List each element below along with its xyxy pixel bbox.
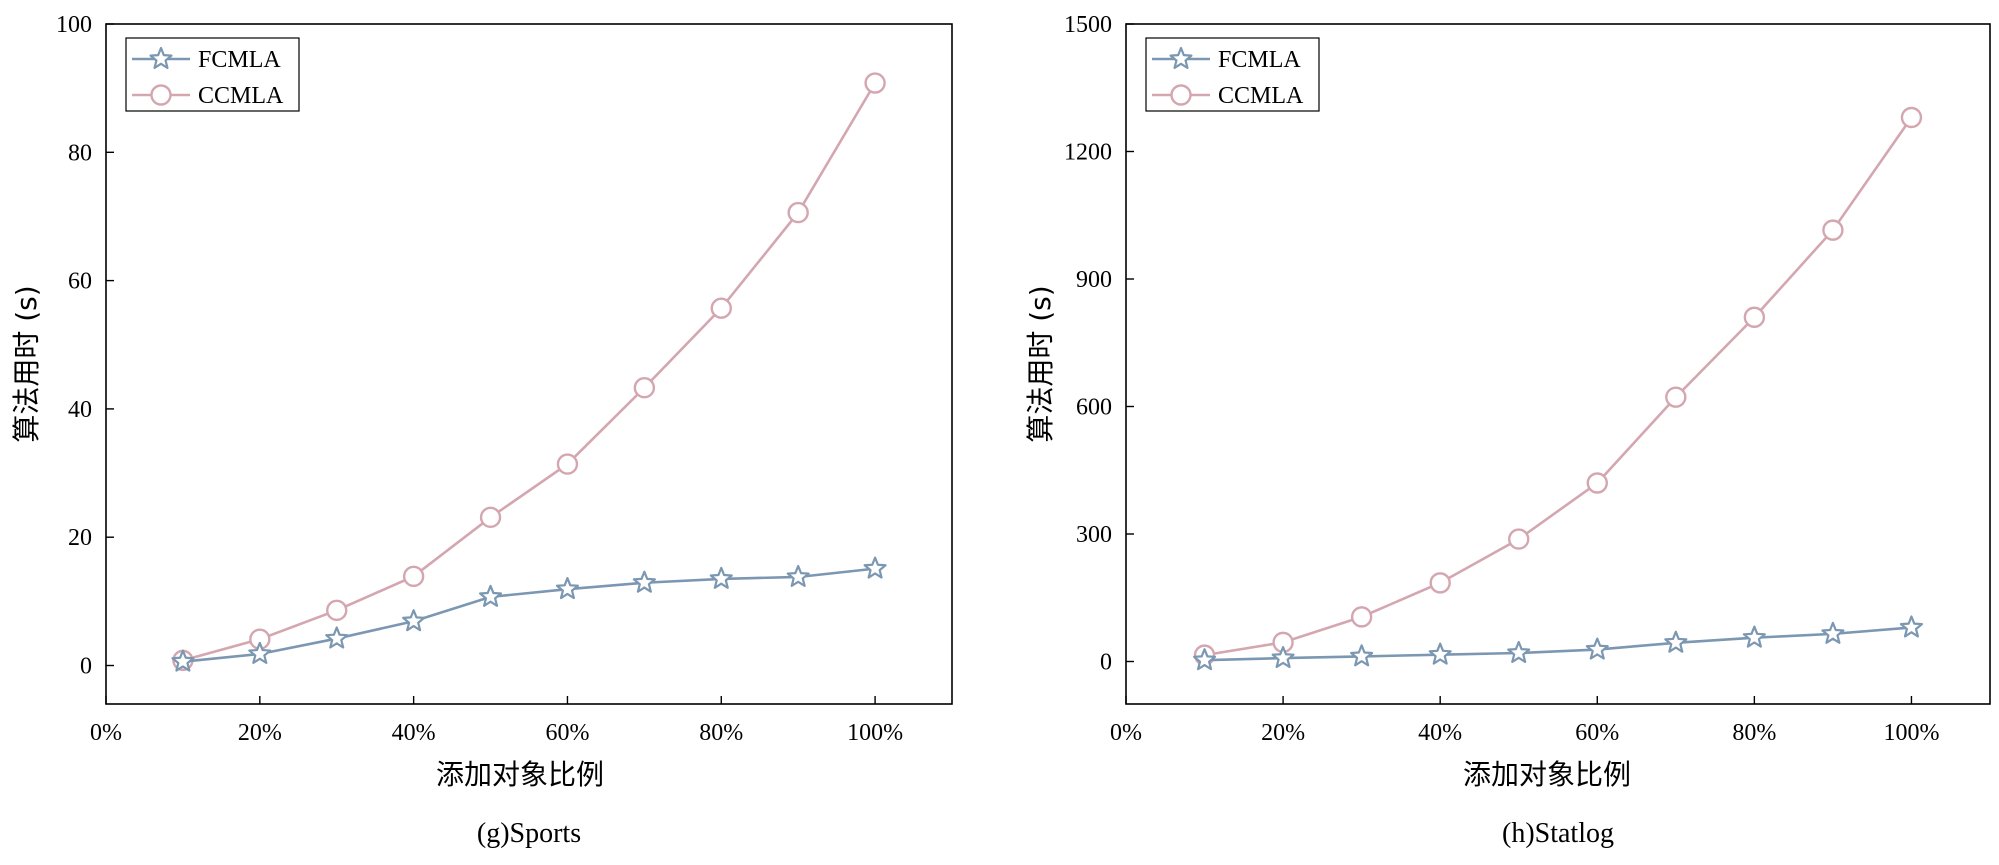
series-ccmla [172, 72, 886, 672]
data-point [1822, 219, 1844, 241]
y-tick-label: 600 [1076, 395, 1112, 421]
data-point [402, 565, 425, 588]
x-tick-label: 60% [545, 720, 589, 746]
x-tick-label: 40% [392, 720, 436, 746]
data-point [863, 556, 887, 579]
y-tick-label: 20 [68, 525, 92, 551]
data-point [1586, 472, 1608, 494]
legend-marker-star [149, 46, 173, 69]
x-axis-title: 添加对象比例 [1463, 758, 1631, 791]
series-line-fcmla [182, 567, 876, 663]
data-point [710, 297, 732, 319]
series-line-fcmla [1204, 626, 1912, 662]
x-tick-label: 80% [1732, 720, 1776, 746]
data-point [326, 599, 348, 622]
data-point [555, 577, 580, 600]
series-fcmla [1192, 615, 1924, 671]
legend: FCMLA CCMLA [125, 37, 300, 112]
y-tick-label: 300 [1076, 522, 1112, 548]
series-line-ccmla [1204, 116, 1913, 657]
data-point [1192, 648, 1217, 671]
legend-marker-circle [150, 84, 172, 106]
y-axis-title: 算法用时 (s) [1024, 285, 1057, 442]
data-point [479, 506, 502, 529]
plot-frame [1125, 23, 1991, 705]
legend-marker-circle [1170, 84, 1192, 106]
y-axis-title: 算法用时 (s) [10, 285, 43, 442]
legend: FCMLA CCMLA [1145, 37, 1320, 112]
data-point [325, 626, 349, 649]
data-point [864, 72, 886, 94]
data-point [402, 609, 426, 632]
series-ccmla [1193, 106, 1923, 666]
data-point [786, 564, 810, 587]
data-point [1429, 572, 1451, 594]
legend-label: CCMLA [1218, 83, 1304, 109]
data-point [1899, 615, 1924, 638]
data-point [478, 584, 503, 607]
x-tick-label: 100% [1883, 720, 1939, 746]
y-tick-label: 100 [56, 12, 92, 38]
legend-label: FCMLA [1218, 47, 1301, 73]
data-point [709, 566, 733, 589]
x-axis-title: 添加对象比例 [436, 758, 604, 791]
data-point [1271, 646, 1295, 669]
data-point [1821, 621, 1845, 644]
data-point [1900, 106, 1923, 129]
chart-caption: (g)Sports [477, 818, 581, 849]
data-point [1428, 642, 1452, 665]
legend-label: FCMLA [198, 47, 281, 73]
y-tick-label: 60 [68, 269, 92, 295]
x-tick-label: 0% [90, 720, 122, 746]
data-point [1665, 386, 1687, 408]
data-point [1350, 644, 1374, 667]
x-tick-label: 20% [238, 720, 282, 746]
chart-panel-1: 0% 20% 40% 60% 80% 100% 0 20 40 60 80 100 添加对象比例 算法用时… [10, 12, 953, 849]
x-tick-label: 20% [1261, 720, 1305, 746]
data-point [1508, 528, 1530, 550]
data-point [171, 649, 195, 672]
x-tick-label: 40% [1418, 720, 1462, 746]
data-point [1350, 606, 1373, 628]
data-point [787, 201, 809, 224]
data-point [248, 641, 272, 664]
series-line-ccmla [182, 82, 877, 662]
data-point [1507, 640, 1531, 663]
x-tick-label: 80% [699, 720, 743, 746]
data-point [632, 570, 656, 593]
x-tick-label: 100% [847, 720, 903, 746]
chart-caption: (h)Statlog [1502, 818, 1614, 849]
chart-panel-2: 0% 20% 40% 60% 80% 100% 0 300 600 900 1200 1500 添加对象… [1024, 12, 1991, 849]
data-point [1585, 637, 1609, 660]
data-point [556, 453, 579, 475]
data-point [1743, 306, 1766, 328]
plot-frame [105, 23, 953, 705]
y-tick-label: 0 [80, 654, 92, 680]
data-point [633, 377, 656, 399]
data-point [1664, 630, 1688, 653]
y-tick-label: 80 [68, 140, 92, 166]
legend-marker-star [1169, 46, 1193, 69]
y-tick-label: 0 [1100, 650, 1112, 676]
y-tick-label: 1500 [1064, 12, 1112, 38]
legend-label: CCMLA [198, 83, 284, 109]
data-point [1742, 625, 1766, 648]
x-tick-label: 0% [1110, 720, 1142, 746]
y-tick-label: 900 [1076, 267, 1112, 293]
y-tick-label: 1200 [1064, 140, 1112, 166]
x-tick-label: 60% [1575, 720, 1619, 746]
series-fcmla [171, 556, 887, 672]
y-tick-label: 40 [68, 397, 92, 423]
